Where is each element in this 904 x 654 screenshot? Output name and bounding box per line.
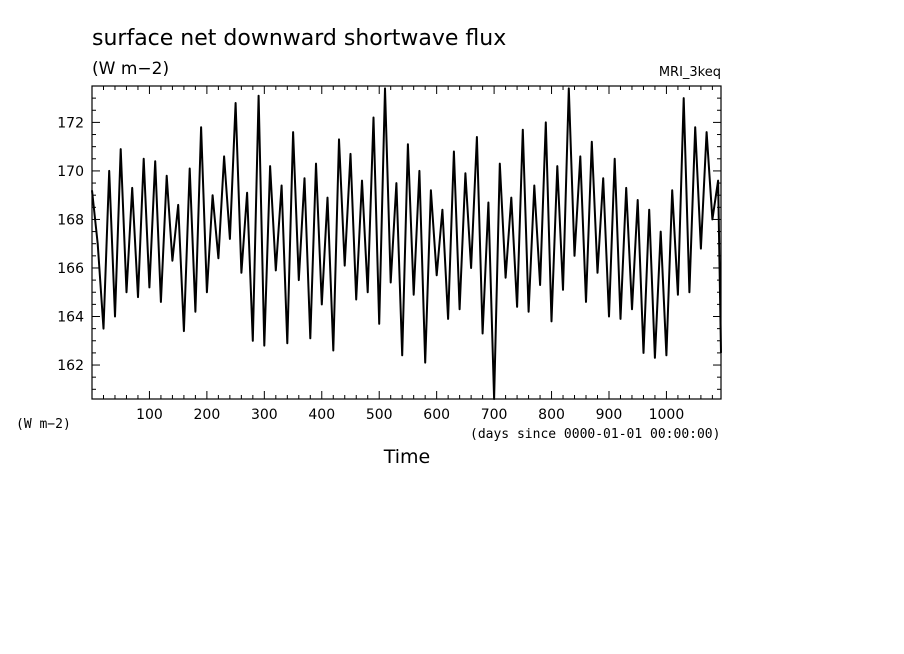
x-tick-label: 1000 (649, 407, 685, 423)
x-tick-label: 100 (136, 407, 163, 423)
x-tick-label: 400 (308, 407, 335, 423)
x-tick-label: 300 (251, 407, 278, 423)
x-tick-label: 200 (194, 407, 221, 423)
x-tick-label: 600 (423, 407, 450, 423)
x-axis-label: Time (383, 446, 431, 468)
y-tick-labels: 162 164 166 168 170 172 (57, 115, 84, 374)
x-tick-label: 700 (481, 407, 508, 423)
y-tick-label: 164 (57, 310, 84, 326)
model-label: MRI_3keq (659, 65, 721, 80)
chart-title: surface net downward shortwave flux (92, 26, 506, 51)
series-line (91, 87, 722, 400)
y-tick-label: 170 (57, 164, 84, 180)
y-units-label: (W m−2) (16, 417, 71, 432)
x-tick-label: 500 (366, 407, 393, 423)
y-tick-label: 172 (57, 115, 84, 131)
y-tick-label: 166 (57, 261, 84, 277)
x-tick-label: 900 (596, 407, 623, 423)
x-units-label: (days since 0000-01-01 00:00:00) (470, 427, 720, 442)
x-tick-label: 800 (538, 407, 565, 423)
plot-frame (91, 85, 722, 400)
x-tick-labels: 100 200 300 400 500 600 700 800 900 1000 (136, 407, 684, 423)
chart-units-label: (W m−2) (92, 59, 169, 79)
y-tick-label: 168 (57, 212, 84, 228)
y-tick-label: 162 (57, 358, 84, 374)
